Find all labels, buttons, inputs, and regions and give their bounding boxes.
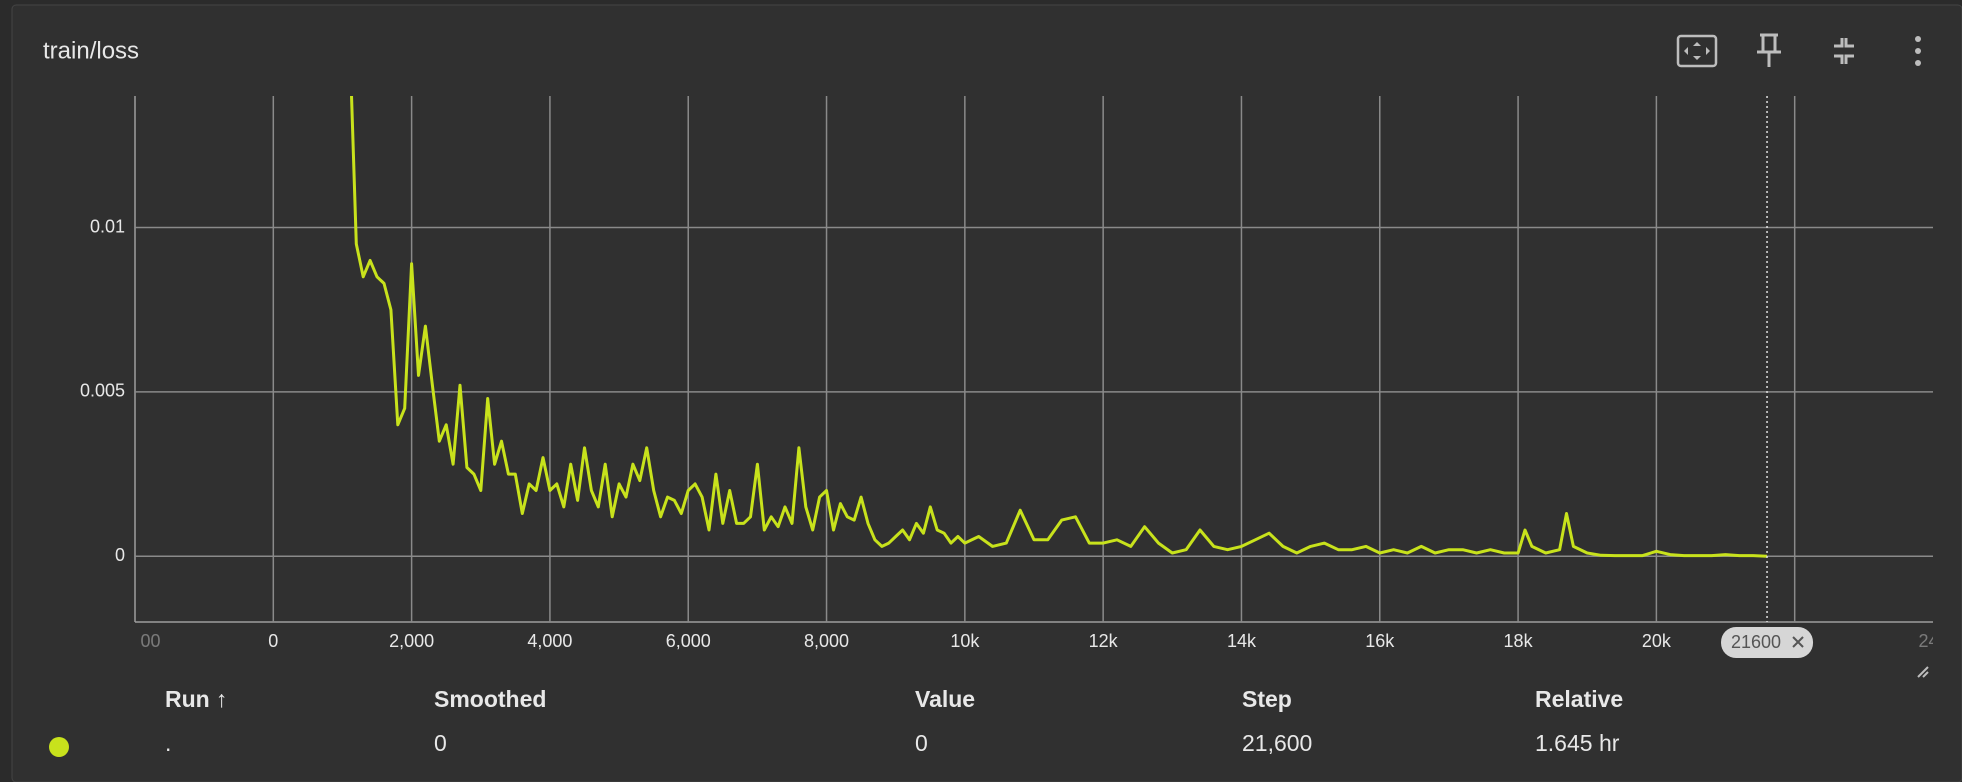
x-tick-label: 8,000	[804, 631, 849, 651]
sort-arrow[interactable]: ↑	[216, 686, 228, 712]
x-tick-label: 6,000	[666, 631, 711, 651]
more-menu-button[interactable]	[1915, 36, 1921, 66]
x-tick-label: -2,000	[109, 631, 160, 651]
x-tick-label: 10k	[950, 631, 980, 651]
x-tick-labels: -2,000 0 2,000 4,000 6,000 8,000 10k 12k 14k 16k 1…	[109, 631, 1948, 651]
table-cell: 0	[434, 730, 447, 756]
marker-close[interactable]	[1792, 636, 1804, 648]
data-table: ↑ Run Smoothed Value Step Relative. 0 0 21,600 1…	[49, 686, 1623, 757]
step-marker: 21600	[1721, 96, 1814, 658]
y-tick-label: 0	[115, 545, 125, 565]
x-tick-label: 12k	[1089, 631, 1119, 651]
loss-line	[350, 96, 1768, 558]
column-header[interactable]: Step	[1242, 686, 1292, 712]
column-header[interactable]: Relative	[1535, 686, 1623, 712]
card-panel	[11, 4, 1962, 782]
collapse-button[interactable]	[1834, 38, 1854, 64]
column-header[interactable]: Run	[165, 686, 210, 712]
x-tick-label: 14k	[1227, 631, 1257, 651]
pin-button[interactable]	[1757, 33, 1781, 67]
y-tick-label: 0.005	[80, 381, 125, 401]
x-tick-label: 2,000	[389, 631, 434, 651]
x-tick-label: 18k	[1504, 631, 1534, 651]
x-tick-label: 16k	[1365, 631, 1395, 651]
y-tick-label: 0.01	[90, 216, 125, 236]
marker-chip	[1721, 627, 1814, 658]
table-cell: 0	[915, 730, 928, 756]
grid: 0 0.005 0.01	[80, 96, 1933, 622]
run-color-dot	[49, 737, 69, 757]
x-tick-label: 0	[268, 631, 278, 651]
marker-label: 21600	[1731, 632, 1781, 652]
table-cell: 21,600	[1242, 730, 1312, 756]
column-header[interactable]: Value	[915, 686, 975, 712]
table-cell: 1.645 hr	[1535, 730, 1620, 756]
plot-area	[350, 96, 1768, 558]
column-header[interactable]: Smoothed	[434, 686, 546, 712]
x-tick-label: 24k	[1918, 631, 1948, 651]
card-title: train/loss	[43, 37, 139, 64]
resize-handle[interactable]	[1917, 666, 1929, 678]
x-tick-label: 20k	[1642, 631, 1672, 651]
fit-domain-button[interactable]	[1676, 34, 1718, 68]
x-tick-label: 4,000	[527, 631, 572, 651]
table-cell: .	[165, 730, 171, 756]
